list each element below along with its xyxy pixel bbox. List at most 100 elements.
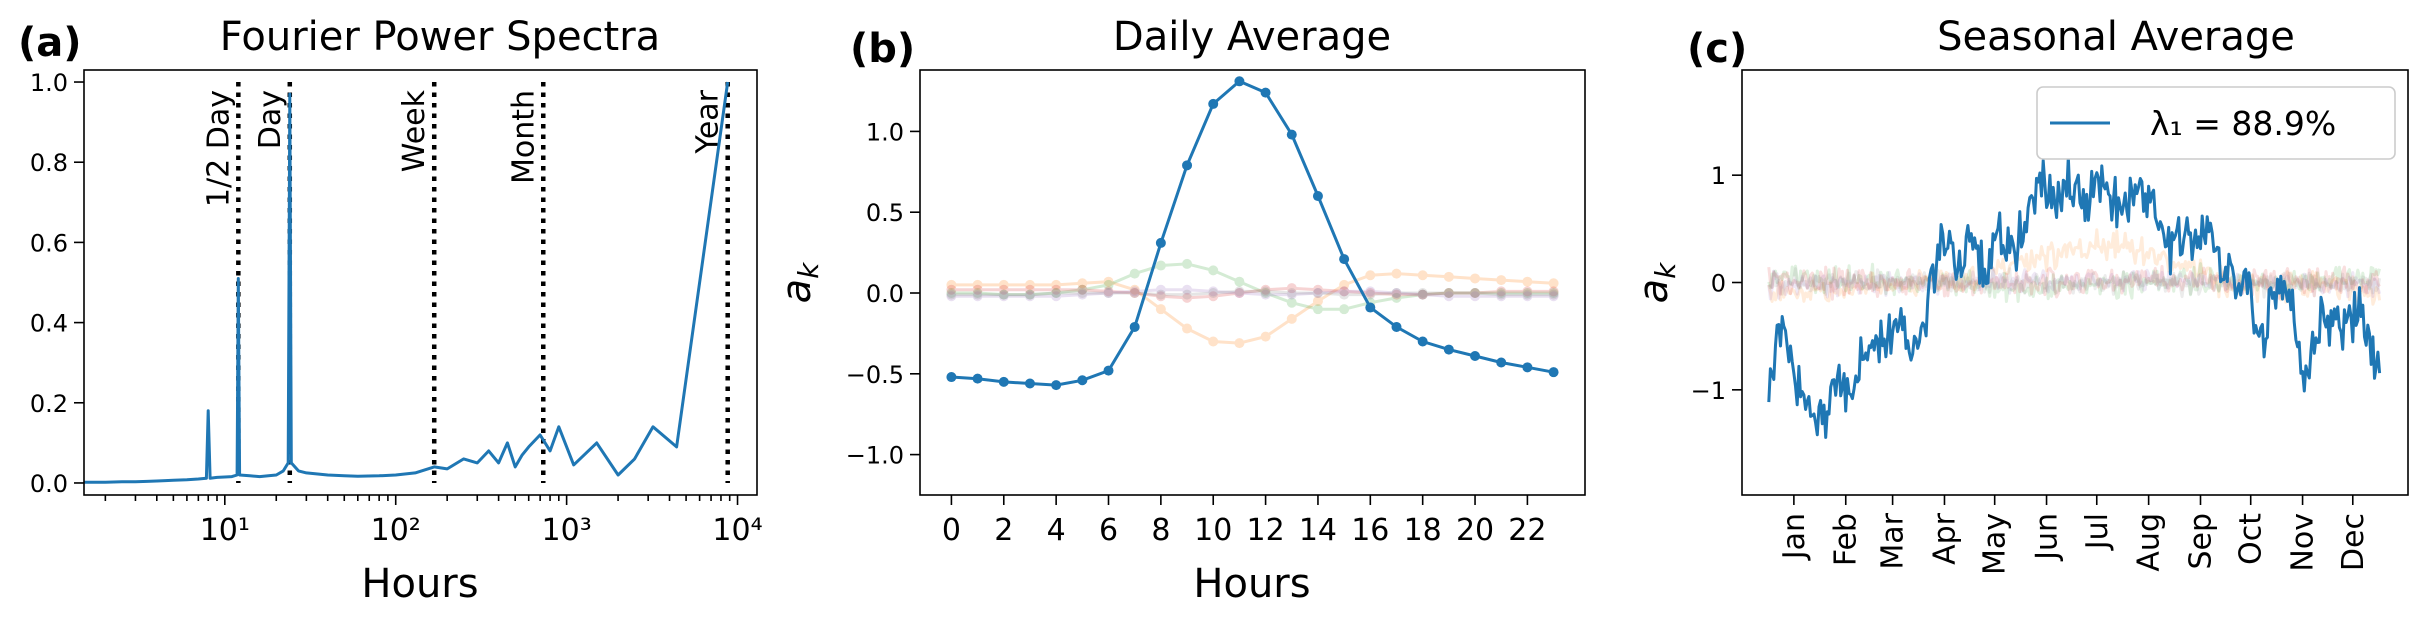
panel-a-axes-frame [83, 69, 758, 496]
eigenvector-series [946, 258, 1559, 315]
series-point [1024, 378, 1035, 389]
month-tick-label: Feb [1829, 513, 1864, 566]
series-point [1365, 289, 1376, 300]
series-point [1260, 286, 1271, 297]
series-point [1208, 265, 1219, 276]
series-point [1286, 129, 1297, 140]
panel-c-title: Seasonal Average [1937, 14, 2295, 60]
series-point [972, 284, 983, 295]
panel-a-plot-area: 10¹ 10² 10³ 10⁴ 0.0 0.2 0.4 0.6 0.8 1.0 1/2 Day Day… [30, 69, 763, 548]
series-point [1051, 380, 1062, 391]
series-point [1470, 288, 1481, 299]
month-tick-label: Jan [1777, 513, 1812, 561]
series-point [1103, 279, 1114, 290]
legend-label: λ₁ = 88.9% [2150, 104, 2336, 143]
series-point [1234, 288, 1245, 299]
x-tick-label: 10 [1194, 513, 1232, 548]
series-point [1417, 289, 1428, 300]
panel-c-y-axis-label: ak [1631, 261, 1682, 304]
series-point [1234, 288, 1245, 299]
series-point [1024, 279, 1035, 290]
month-tick-label: Jun [2030, 513, 2065, 562]
series-point [1234, 286, 1245, 297]
series-point [1155, 291, 1166, 302]
series-point [946, 279, 957, 290]
series-point [1155, 237, 1166, 248]
month-tick-label: Dec [2336, 513, 2371, 571]
panel-fourier-power-spectra: (a) Fourier Power Spectra 10¹ 10² 10³ 10⁴ 0.… [18, 14, 763, 607]
series-point [1077, 288, 1088, 299]
series-point [1312, 284, 1323, 295]
x-tick-label: 4 [1047, 513, 1066, 548]
series-point [1548, 278, 1559, 289]
series-point [1208, 336, 1219, 347]
series-point [1051, 279, 1062, 290]
series-point [1051, 288, 1062, 299]
series-point [1182, 289, 1193, 300]
series-point [1286, 288, 1297, 299]
series-point [1286, 289, 1297, 300]
series-point [998, 284, 1009, 295]
series-point [1208, 291, 1219, 302]
series-point [1051, 284, 1062, 295]
series-point [1103, 288, 1114, 299]
series-point [972, 279, 983, 290]
x-tick-label: 14 [1299, 513, 1337, 548]
series-point [1548, 291, 1559, 302]
series-point [1208, 98, 1219, 109]
series-point [1286, 283, 1297, 294]
series-point [1182, 292, 1193, 303]
series-point [1129, 268, 1140, 279]
series-point [1522, 289, 1533, 300]
series-point [1496, 357, 1507, 368]
series-point [972, 289, 983, 300]
series-point [1103, 286, 1114, 297]
series-point [1496, 275, 1507, 286]
period-marker-label: 1/2 Day [201, 90, 236, 207]
series-point [1522, 291, 1533, 302]
x-tick-label: 20 [1456, 513, 1494, 548]
series-point [1470, 273, 1481, 284]
series-point [972, 373, 983, 384]
series-point [1443, 288, 1454, 299]
x-tick-label: 10¹ [200, 513, 250, 548]
series-point [1155, 304, 1166, 315]
x-tick-label: 22 [1508, 513, 1546, 548]
series-point [1286, 313, 1297, 324]
series-point [1024, 289, 1035, 300]
series-point [1182, 323, 1193, 334]
series-point [998, 289, 1009, 300]
series-point [1024, 291, 1035, 302]
series-point [1260, 331, 1271, 342]
period-marker-label: Week [397, 89, 432, 172]
month-tick-label: Sep [2184, 513, 2219, 570]
x-tick-label: 2 [994, 513, 1013, 548]
y-tick-label: −0.5 [846, 361, 904, 389]
series-point [1234, 76, 1245, 87]
series-point [1548, 286, 1559, 297]
series-point [1155, 289, 1166, 300]
y-tick-label: 1.0 [30, 69, 68, 97]
series-point [1391, 288, 1402, 299]
series-point [998, 289, 1009, 300]
series-point [1496, 286, 1507, 297]
series-point [1391, 268, 1402, 279]
series-point [1155, 284, 1166, 295]
x-tick-label: 12 [1246, 513, 1284, 548]
period-marker-label: Day [253, 90, 288, 149]
eigenvector-series [946, 286, 1559, 300]
panel-b-x-axis-label: Hours [1193, 561, 1310, 607]
panel-b-axes-frame [919, 69, 1586, 496]
legend-box [2036, 86, 2396, 160]
seasonal-main-line [1767, 155, 2382, 439]
series-point [946, 284, 957, 295]
series-point [1339, 286, 1350, 297]
series-point [1260, 288, 1271, 299]
panel-c-legend: λ₁ = 88.9% [2036, 86, 2396, 160]
series-point [1182, 160, 1193, 171]
y-tick-label: −1.0 [846, 442, 904, 470]
series-point [1129, 288, 1140, 299]
series-point [1208, 286, 1219, 297]
series-point [998, 376, 1009, 387]
series-point [1417, 289, 1428, 300]
